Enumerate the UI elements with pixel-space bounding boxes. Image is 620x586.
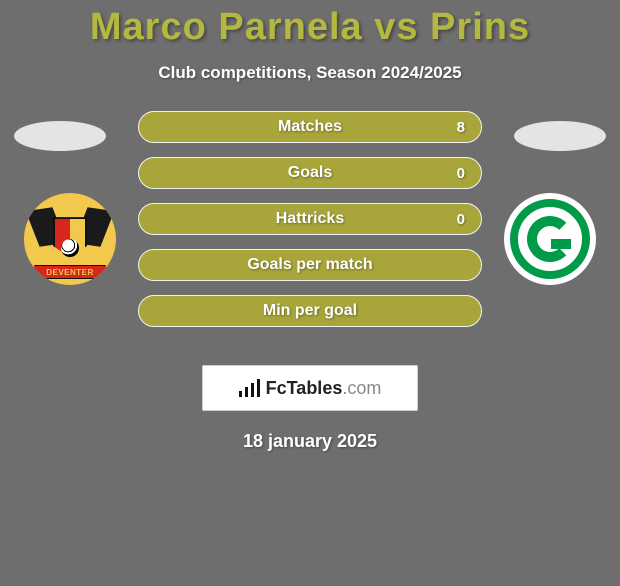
stat-rows: Matches 8 Goals 0 Hattricks 0 Goals per … (138, 107, 482, 327)
stat-label: Goals per match (247, 256, 372, 274)
stat-label: Goals (288, 164, 332, 182)
player-photo-right-placeholder (514, 121, 606, 151)
page-subtitle: Club competitions, Season 2024/2025 (0, 63, 620, 83)
stat-row-matches: Matches 8 (138, 111, 482, 143)
player-photo-left-placeholder (14, 121, 106, 151)
branding-suffix: .com (342, 378, 381, 398)
stat-label: Hattricks (276, 210, 344, 228)
stat-row-goals-per-match: Goals per match (138, 249, 482, 281)
branding-name: FcTables (266, 378, 343, 398)
snapshot-date: 18 january 2025 (0, 431, 620, 452)
stat-value-right: 0 (457, 211, 465, 228)
stat-row-hattricks: Hattricks 0 (138, 203, 482, 235)
crest-left-banner: DEVENTER (31, 265, 108, 279)
branding-text: FcTables.com (266, 378, 382, 399)
stat-label: Min per goal (263, 302, 357, 320)
stat-value-right: 0 (457, 165, 465, 182)
stat-value-right: 8 (457, 119, 465, 136)
bars-icon (239, 379, 260, 397)
stat-row-goals: Goals 0 (138, 157, 482, 189)
team-crest-right (504, 193, 596, 285)
branding-card[interactable]: FcTables.com (202, 365, 418, 411)
page-title: Marco Parnela vs Prins (0, 6, 620, 49)
team-crest-left: DEVENTER (24, 193, 116, 285)
stat-row-min-per-goal: Min per goal (138, 295, 482, 327)
stat-label: Matches (278, 118, 342, 136)
comparison-stage: DEVENTER Matches 8 Goals 0 Hattricks 0 G… (0, 107, 620, 347)
